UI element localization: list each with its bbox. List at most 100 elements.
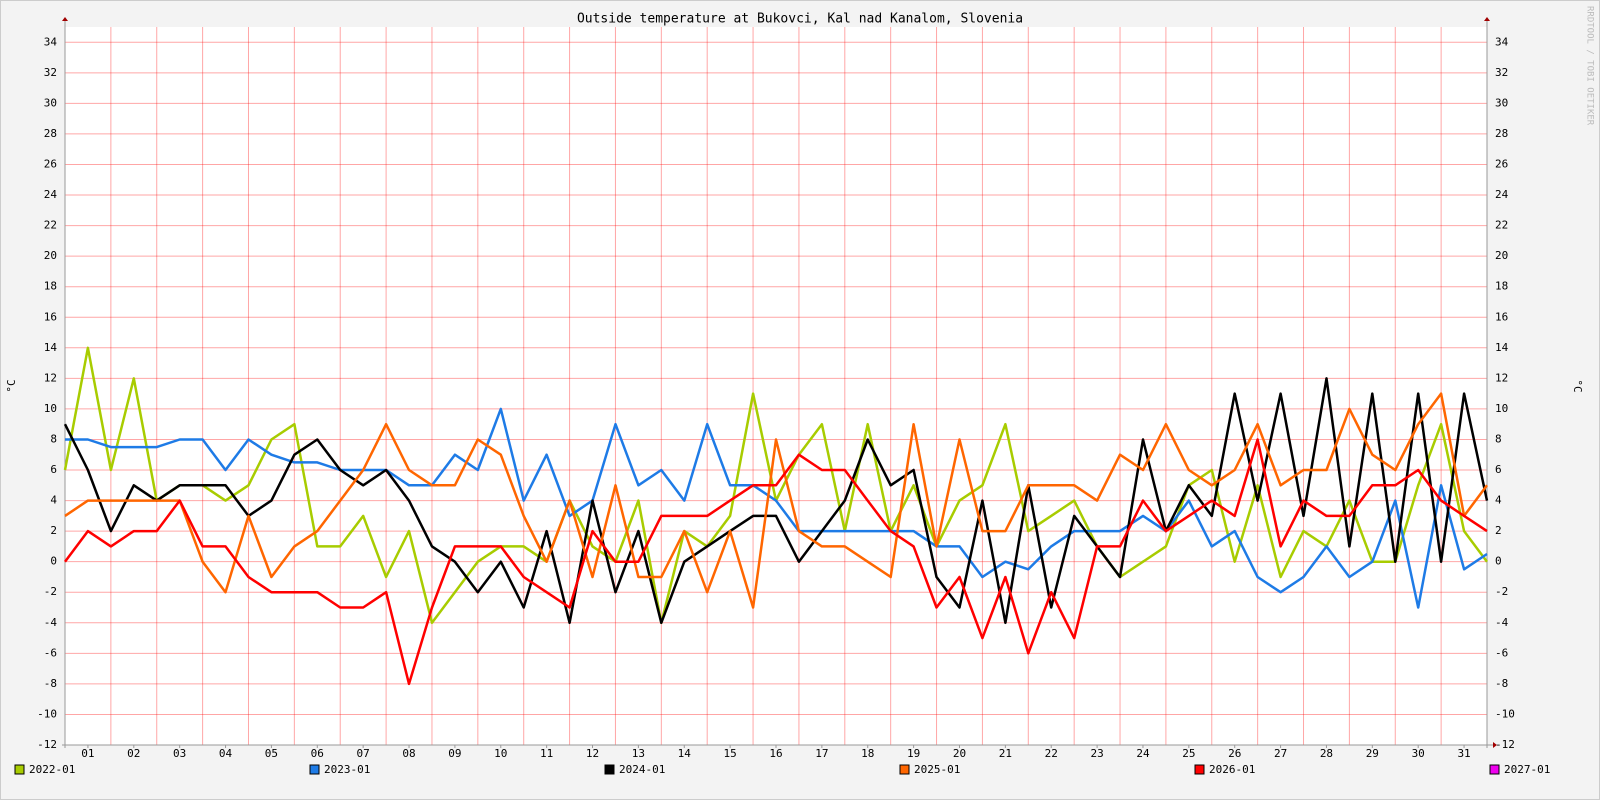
legend-swatch [309,764,320,775]
x-tick-label: 18 [861,747,874,760]
x-tick-label: 13 [632,747,645,760]
x-tick-label: 01 [81,747,94,760]
series-line [65,407,1488,609]
y-tick-label-right: 18 [1495,280,1508,293]
x-tick-label: 27 [1274,747,1287,760]
y-tick-label: 28 [44,127,57,140]
x-tick-label: 14 [678,747,692,760]
y-tick-label-right: 32 [1495,66,1508,79]
legend-label: 2024-01 [619,763,665,776]
x-tick-label: 08 [402,747,415,760]
y-tick-label: -4 [44,616,58,629]
y-tick-label-right: 34 [1495,35,1509,48]
y-tick-label: -10 [37,707,57,720]
y-tick-label-right: -2 [1495,585,1508,598]
y-tick-label-right: 0 [1495,555,1502,568]
legend-swatch [1489,764,1500,775]
y-tick-label-right: 4 [1495,494,1502,507]
legend-swatch [1194,764,1205,775]
y-tick-label-right: -4 [1495,616,1509,629]
y-tick-label: 14 [44,341,58,354]
legend-label: 2022-01 [29,763,75,776]
x-tick-label: 19 [907,747,920,760]
x-tick-label: 29 [1366,747,1379,760]
y-tick-label: 10 [44,402,57,415]
x-tick-label: 03 [173,747,186,760]
y-tick-label-right: 8 [1495,432,1502,445]
x-tick-label: 05 [265,747,278,760]
y-tick-label: 26 [44,157,57,170]
y-tick-label: 4 [50,494,57,507]
x-tick-label: 17 [815,747,828,760]
y-tick-label: 30 [44,96,57,109]
x-tick-label: 15 [724,747,737,760]
axis-arrow [1493,742,1497,748]
y-tick-label: -8 [44,677,57,690]
y-tick-label: 8 [50,432,57,445]
legend-label: 2025-01 [914,763,960,776]
y-axis-label: °C [5,379,18,392]
y-tick-label: 22 [44,219,57,232]
y-tick-label-right: 26 [1495,157,1508,170]
y-tick-label: 20 [44,249,57,262]
y-tick-label: 34 [44,35,58,48]
y-tick-label-right: 14 [1495,341,1509,354]
x-tick-label: 16 [769,747,782,760]
legend-label: 2027-01 [1504,763,1550,776]
x-tick-label: 30 [1412,747,1425,760]
axis-arrow [1484,17,1490,21]
series-line [63,438,1488,686]
y-tick-label-right: -10 [1495,707,1515,720]
x-tick-label: 23 [1090,747,1103,760]
legend-swatch [604,764,615,775]
legend-swatch [899,764,910,775]
x-tick-label: 20 [953,747,966,760]
y-tick-label: 18 [44,280,57,293]
x-tick-label: 31 [1457,747,1470,760]
x-tick-label: 28 [1320,747,1333,760]
y-tick-label-right: 28 [1495,127,1508,140]
y-tick-label-right: -6 [1495,646,1508,659]
y-tick-label: -12 [37,738,57,751]
x-tick-label: 22 [1045,747,1058,760]
legend-label: 2026-01 [1209,763,1255,776]
x-tick-label: 04 [219,747,233,760]
legend-label: 2023-01 [324,763,370,776]
x-tick-label: 06 [311,747,324,760]
x-tick-label: 02 [127,747,140,760]
x-tick-label: 11 [540,747,553,760]
y-tick-label-right: 16 [1495,310,1508,323]
x-tick-label: 12 [586,747,599,760]
series-line [64,392,1489,609]
y-tick-label: 2 [50,524,57,537]
watermark: RRDTOOL / TOBI OETIKER [1585,6,1595,126]
y-tick-label-right: -12 [1495,738,1515,751]
y-tick-label-right: 12 [1495,371,1508,384]
x-tick-label: 10 [494,747,507,760]
y-tick-label: 32 [44,66,57,79]
chart-title: Outside temperature at Bukovci, Kal nad … [577,12,1023,27]
y-tick-label-right: 22 [1495,219,1508,232]
x-tick-label: 25 [1182,747,1195,760]
y-tick-label-right: 24 [1495,188,1509,201]
y-tick-label: 16 [44,310,57,323]
plot-area [65,27,1487,745]
y-tick-label: 12 [44,371,57,384]
legend-swatch [14,764,25,775]
y-tick-label-right: 6 [1495,463,1502,476]
x-tick-label: 24 [1136,747,1150,760]
y-tick-label-right: 10 [1495,402,1508,415]
y-tick-label: 24 [44,188,58,201]
y-tick-label-right: -8 [1495,677,1508,690]
y-tick-label-right: 20 [1495,249,1508,262]
x-tick-label: 21 [999,747,1012,760]
y-tick-label-right: 2 [1495,524,1502,537]
y-tick-label: 6 [50,463,57,476]
y-tick-label: -6 [44,646,57,659]
y-tick-label-right: 30 [1495,96,1508,109]
y-tick-label: -2 [44,585,57,598]
x-tick-label: 26 [1228,747,1241,760]
y-axis-label-right: °C [1571,379,1584,392]
axis-arrow [62,17,68,21]
